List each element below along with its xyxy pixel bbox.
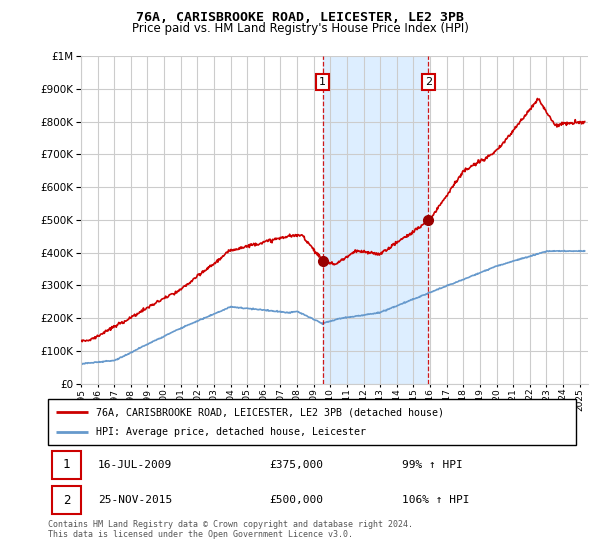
Text: 2: 2 <box>63 493 70 507</box>
Text: 99% ↑ HPI: 99% ↑ HPI <box>402 460 463 470</box>
Text: £375,000: £375,000 <box>270 460 324 470</box>
Text: 76A, CARISBROOKE ROAD, LEICESTER, LE2 3PB: 76A, CARISBROOKE ROAD, LEICESTER, LE2 3P… <box>136 11 464 24</box>
Bar <box>323 56 428 384</box>
Text: 25-NOV-2015: 25-NOV-2015 <box>98 495 172 505</box>
Bar <box>52 486 81 514</box>
Text: 2: 2 <box>425 77 432 87</box>
Text: 1: 1 <box>319 77 326 87</box>
Text: Contains HM Land Registry data © Crown copyright and database right 2024.
This d: Contains HM Land Registry data © Crown c… <box>48 520 413 539</box>
Text: 106% ↑ HPI: 106% ↑ HPI <box>402 495 469 505</box>
Text: 16-JUL-2009: 16-JUL-2009 <box>98 460 172 470</box>
Text: Price paid vs. HM Land Registry's House Price Index (HPI): Price paid vs. HM Land Registry's House … <box>131 22 469 35</box>
Bar <box>52 451 81 479</box>
Text: 1: 1 <box>63 458 70 472</box>
Text: 76A, CARISBROOKE ROAD, LEICESTER, LE2 3PB (detached house): 76A, CARISBROOKE ROAD, LEICESTER, LE2 3P… <box>95 407 443 417</box>
Text: HPI: Average price, detached house, Leicester: HPI: Average price, detached house, Leic… <box>95 427 365 437</box>
Text: £500,000: £500,000 <box>270 495 324 505</box>
